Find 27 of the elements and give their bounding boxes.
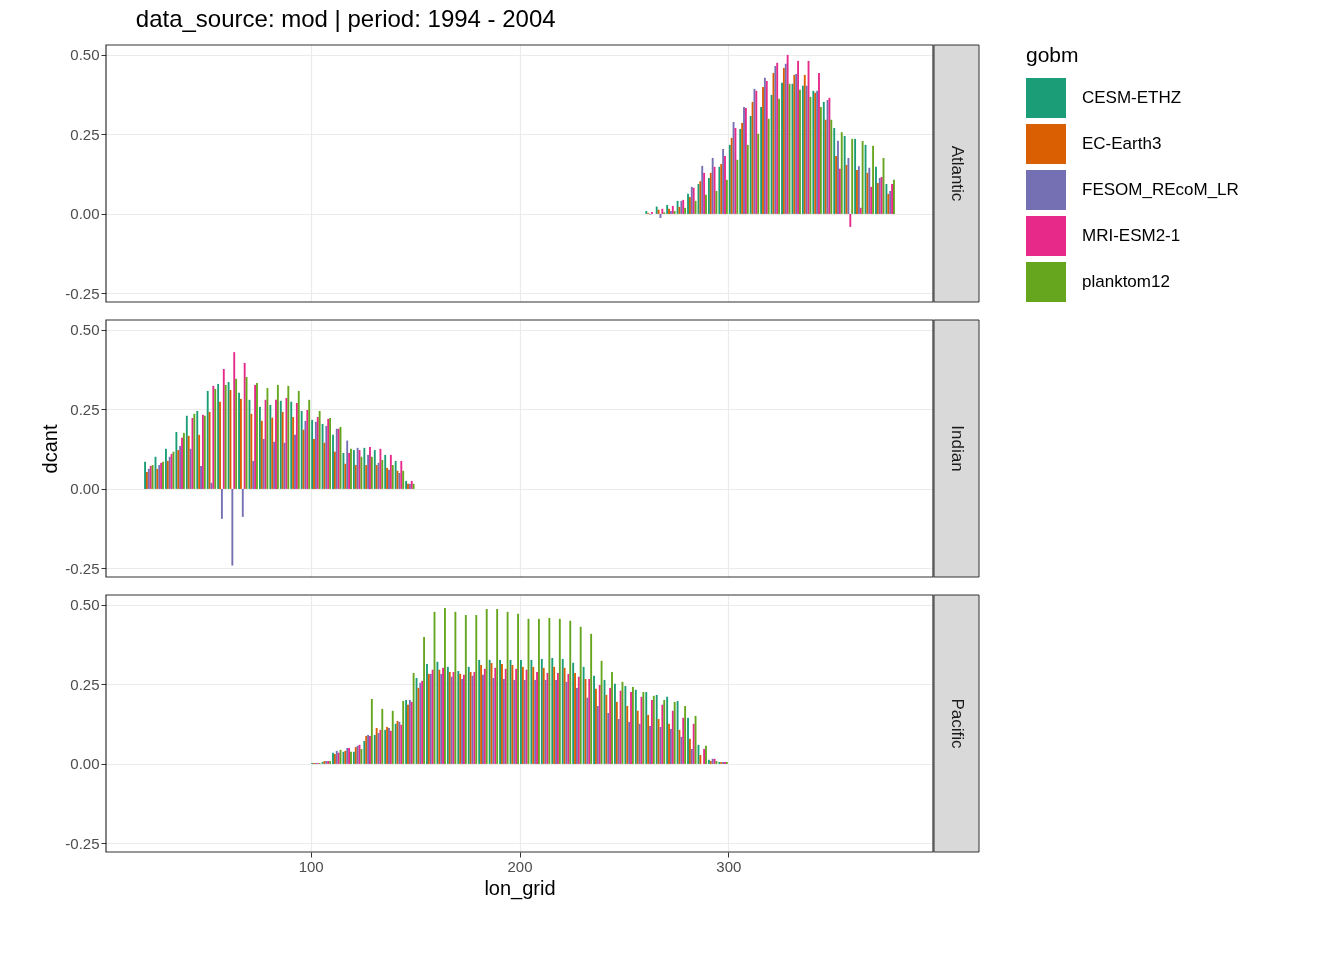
- text: Pacific: [947, 698, 967, 750]
- legend-label: planktom12: [1082, 272, 1170, 291]
- legend-label: EC-Earth3: [1082, 134, 1162, 153]
- text: Indian: [947, 425, 967, 472]
- y-tick-label: 0.25: [70, 125, 100, 143]
- legend-title: gobm: [1026, 43, 1079, 66]
- y-axis-title: dcant: [39, 424, 62, 474]
- y-tick-label: 0.00: [70, 480, 100, 498]
- y-tick-label: 0.00: [70, 755, 100, 773]
- y-tick-label: 0.50: [70, 596, 100, 614]
- legend-label: CESM-ETHZ: [1082, 88, 1182, 107]
- y-tick-label: -0.25: [65, 559, 100, 577]
- x-axis-title: lon_grid: [484, 876, 556, 900]
- legend-label: MRI-ESM2-1: [1082, 226, 1181, 245]
- y-tick-label: 0.00: [70, 205, 100, 223]
- y-tick-label: -0.25: [65, 834, 100, 852]
- y-tick-label: 0.25: [70, 675, 100, 693]
- chart-title: data_source: mod | period: 1994 - 2004: [135, 5, 556, 33]
- text: Atlantic: [947, 145, 967, 202]
- y-tick-label: 0.25: [70, 400, 100, 418]
- y-tick-label: 0.50: [70, 46, 100, 64]
- x-tick-label: 300: [716, 857, 742, 875]
- legend-label: FESOM_REcoM_LR: [1082, 180, 1239, 199]
- y-tick-label: -0.25: [65, 284, 100, 302]
- y-tick-label: 0.50: [70, 321, 100, 339]
- x-tick-label: 200: [507, 857, 533, 875]
- x-tick-label: 100: [298, 857, 324, 875]
